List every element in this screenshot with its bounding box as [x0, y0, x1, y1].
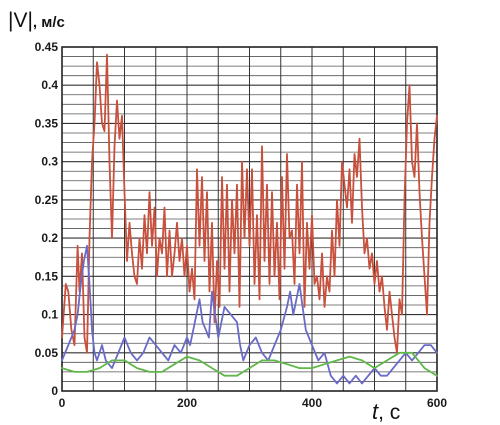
y-tick-label: 0.15	[35, 269, 59, 283]
plot-frame	[61, 46, 438, 392]
y-tick-label: 0.35	[35, 116, 59, 130]
tick-labels: 0 0.05 0.1 0.15 0.2 0.25 0.3 0.35 0.4 0.45 0 200 400…	[35, 40, 448, 410]
series-group	[61, 53, 438, 385]
y-tick-label: 0	[51, 384, 58, 398]
x-axis-label-main: t	[372, 399, 379, 424]
y-tick-label: 0.05	[35, 346, 59, 360]
y-tick-label: 0.25	[35, 193, 59, 207]
series-line-1	[61, 53, 438, 354]
x-axis-label-unit: , c	[378, 401, 400, 424]
y-tick-label: 0.3	[41, 155, 58, 169]
x-tick-label: 200	[177, 396, 197, 410]
y-tick-label: 0.4	[41, 78, 58, 92]
y-tick-label: 0.1	[41, 308, 58, 322]
y-axis-label-main: |V|	[8, 9, 33, 32]
x-tick-label: 400	[302, 396, 322, 410]
x-axis-label: t, c	[372, 399, 400, 424]
x-tick-label: 600	[427, 396, 447, 410]
series-line-3	[61, 351, 438, 377]
y-tick-label: 0.45	[35, 40, 59, 54]
grid	[62, 47, 437, 391]
series-line-2	[61, 244, 438, 385]
y-axis-label: |V|, м/с	[8, 9, 65, 32]
y-axis-label-unit: , м/с	[33, 14, 65, 31]
y-tick-label: 0.2	[41, 231, 58, 245]
x-tick-label: 0	[59, 396, 66, 410]
